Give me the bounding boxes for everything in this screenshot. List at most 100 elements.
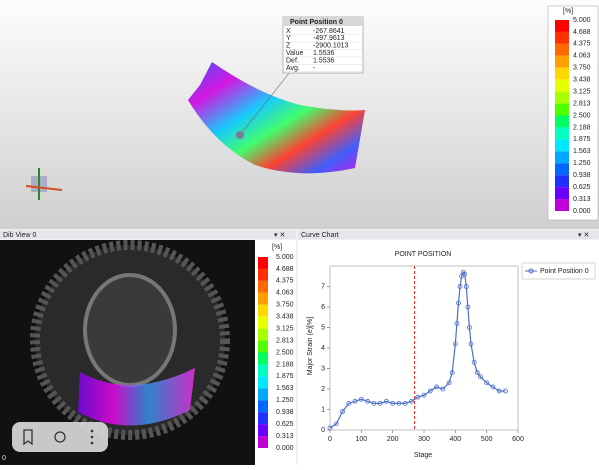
scale-swatch — [555, 139, 569, 152]
scale-swatch — [258, 436, 268, 448]
scale-label: 2.500 — [276, 349, 294, 356]
legend-marker — [528, 268, 534, 274]
data-point — [358, 396, 364, 402]
panel-header — [0, 230, 296, 239]
data-point — [440, 386, 446, 392]
data-point — [352, 398, 358, 404]
data-point — [477, 374, 483, 380]
data-point — [427, 388, 433, 394]
scale-label: 1.563 — [276, 385, 294, 392]
leader-line — [239, 71, 291, 136]
data-point — [421, 392, 427, 398]
panel-controls[interactable]: ▾ ✕ — [578, 232, 589, 239]
scale-unit: [%] — [272, 244, 282, 251]
y-tick-label: 1 — [321, 406, 325, 413]
scale-label: 1.250 — [573, 160, 591, 167]
scale-label: 5.000 — [276, 254, 294, 261]
data-point — [377, 400, 383, 406]
scale-swatch — [258, 304, 268, 317]
bookmark-button[interactable] — [23, 429, 33, 446]
field-value: 1.5536 — [313, 50, 335, 57]
scale-swatch — [555, 187, 569, 200]
scale-label: 2.188 — [573, 124, 591, 131]
y-tick-label: 5 — [321, 324, 325, 331]
scale-swatch — [555, 79, 569, 92]
scale-label: 4.375 — [573, 41, 591, 48]
scale-swatch — [258, 352, 268, 365]
scale-label: 4.063 — [573, 53, 591, 60]
scale-swatch — [555, 115, 569, 128]
scale-swatch — [555, 127, 569, 140]
scale-swatch — [258, 400, 268, 413]
data-point — [383, 398, 389, 404]
scale-swatch — [555, 67, 569, 80]
scale-swatch — [258, 280, 268, 293]
data-point — [484, 380, 490, 386]
legend-label: Point Position 0 — [540, 268, 589, 275]
scale-label: 3.750 — [573, 65, 591, 72]
point-marker[interactable] — [236, 131, 244, 139]
field-value: -497.9613 — [313, 35, 345, 42]
scale-label: 0.313 — [573, 196, 591, 203]
field-label: Z — [286, 43, 291, 50]
field-label: Def. — [286, 57, 299, 64]
data-point — [327, 425, 333, 431]
scale-label: 4.688 — [573, 29, 591, 36]
data-point — [365, 398, 371, 404]
scale-swatch — [258, 340, 268, 353]
scale-swatch — [258, 424, 268, 437]
scale-label: 3.438 — [573, 77, 591, 84]
x-axis-label: Stage — [414, 452, 432, 459]
scale-swatch — [258, 292, 268, 305]
data-point — [415, 394, 421, 400]
scale-label: 3.125 — [573, 88, 591, 95]
y-tick-label: 7 — [321, 283, 325, 290]
scale-label: 0.625 — [573, 184, 591, 191]
x-tick-label: 0 — [328, 436, 332, 443]
data-point — [503, 388, 508, 394]
panel-title: Curve Chart — [301, 232, 339, 239]
x-tick-label: 100 — [355, 436, 367, 443]
data-point — [333, 421, 339, 427]
scale-label: 0.000 — [573, 208, 591, 215]
scale-swatch — [555, 163, 569, 176]
scale-swatch — [555, 199, 569, 211]
scale-label: 2.813 — [573, 100, 591, 107]
data-point — [496, 388, 502, 394]
scale-label: 4.688 — [276, 266, 294, 273]
x-tick-label: 500 — [481, 436, 493, 443]
scale-label: 3.750 — [276, 302, 294, 309]
data-point — [467, 325, 472, 330]
scale-swatch — [258, 257, 268, 269]
tire — [30, 240, 230, 440]
scale-label: 1.875 — [573, 136, 591, 143]
data-point — [462, 271, 468, 277]
lens-button[interactable] — [54, 431, 66, 443]
panel-controls[interactable]: ▾ ✕ — [274, 232, 285, 239]
field-value: -267.8641 — [313, 28, 345, 35]
scale-swatch — [258, 412, 268, 425]
data-point — [471, 359, 477, 365]
scale-swatch — [555, 175, 569, 188]
data-point — [474, 370, 480, 376]
scale-label: 0.313 — [276, 433, 294, 440]
y-axis-label: Major Strain (e)[%] — [307, 317, 314, 375]
data-point — [346, 400, 352, 406]
field-label: Avg. — [286, 65, 300, 72]
scale-label: 0.938 — [276, 409, 294, 416]
y-tick-label: 4 — [321, 345, 325, 352]
frame-index: 0 — [2, 455, 6, 462]
y-tick-label: 0 — [321, 427, 325, 434]
scale-swatch — [555, 20, 569, 32]
scale-swatch — [258, 268, 268, 281]
x-tick-label: 300 — [418, 436, 430, 443]
data-point — [434, 384, 439, 390]
scale-label: 0.938 — [573, 172, 591, 179]
x-tick-label: 200 — [387, 436, 399, 443]
field-label: Y — [286, 35, 291, 42]
y-tick-label: 2 — [321, 386, 325, 393]
data-point — [456, 300, 461, 306]
scale-swatch — [258, 328, 268, 341]
field-value: 1.5536 — [313, 57, 335, 64]
more-button[interactable] — [90, 429, 94, 445]
